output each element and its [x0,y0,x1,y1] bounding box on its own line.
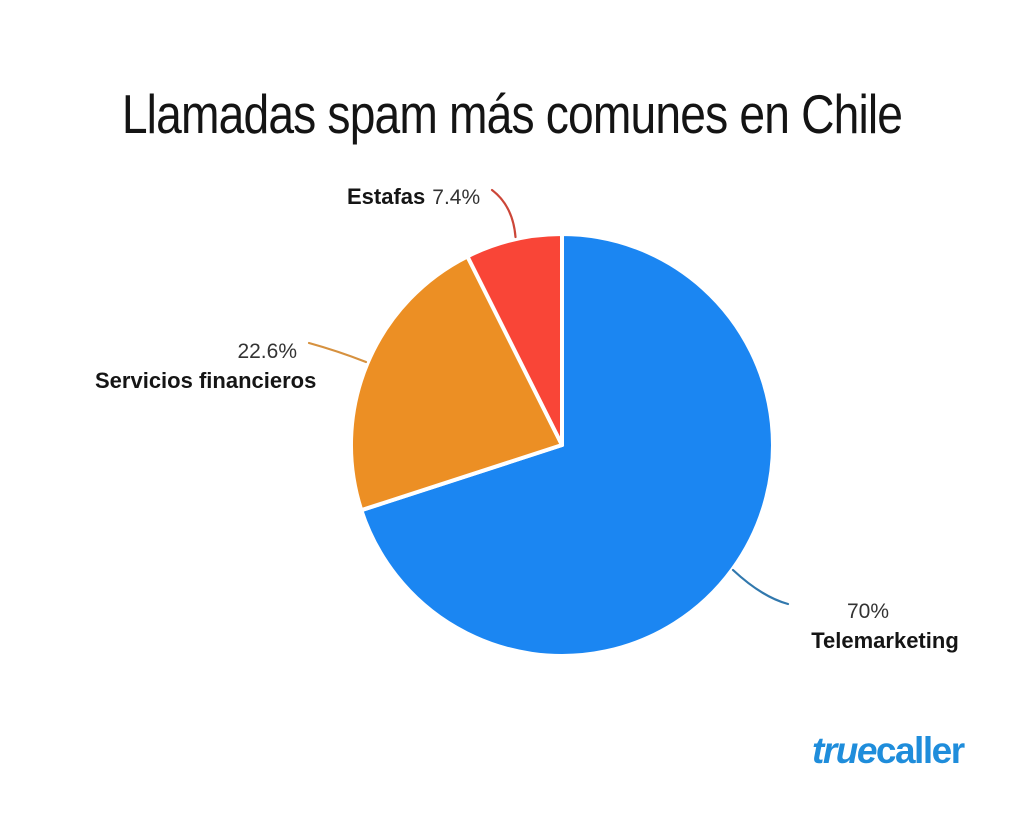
leader-line-estafas [490,188,517,239]
pie-slices [349,232,775,658]
pie-slice-estafas [465,232,564,447]
slice-label-estafas: Estafas [347,184,426,209]
slice-value-servicios-financieros: 22.6% [237,340,297,363]
slice-label-servicios-financieros: Servicios financieros [95,368,317,393]
leader-line-telemarketing [731,568,790,606]
callout-estafas: Estafas 7.4% [347,182,480,214]
truecaller-logo-script-part: true [812,730,877,771]
leader-line-servicios-financieros [307,341,368,364]
callout-servicios-financieros: 22.6% Servicios financieros [95,337,317,395]
truecaller-logo-regular-part: caller [875,730,965,771]
callout-telemarketing: 70% Telemarketing [800,597,970,655]
truecaller-logo: truecaller [812,730,965,772]
chart-title: Llamadas spam más comunes en Chile [121,83,903,145]
slice-value-estafas: 7.4% [432,186,481,209]
slice-label-telemarketing: Telemarketing [811,628,959,653]
pie-slice-servicios-financieros [349,254,564,513]
slice-value-telemarketing: 70% [846,600,890,623]
